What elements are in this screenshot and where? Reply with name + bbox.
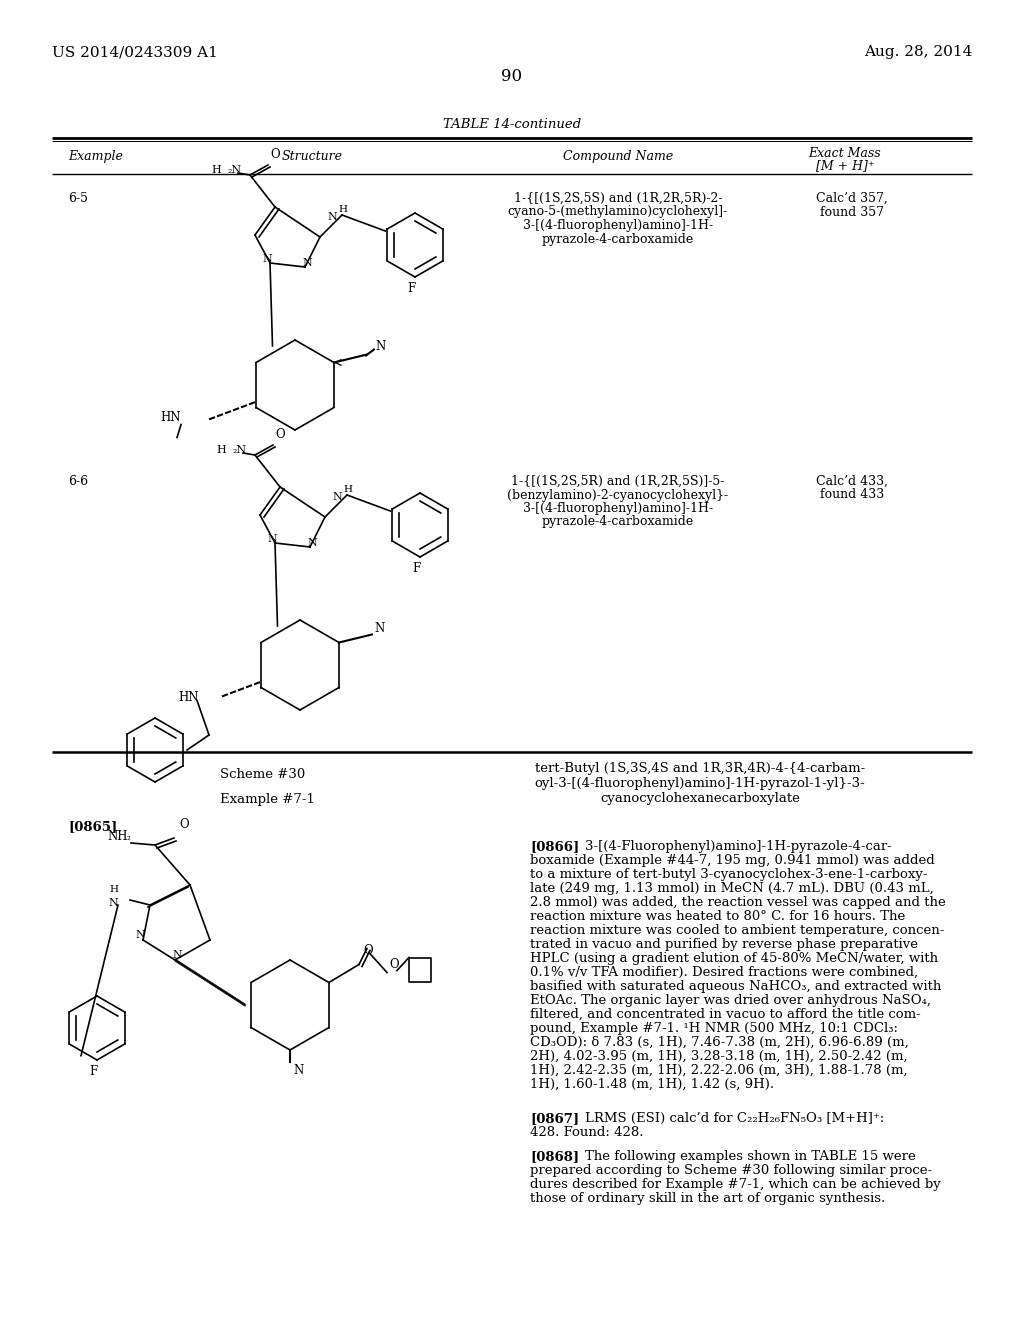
Text: N: N [262,253,272,264]
Text: cyanocyclohexanecarboxylate: cyanocyclohexanecarboxylate [600,792,800,805]
Text: 2H), 4.02-3.95 (m, 1H), 3.28-3.18 (m, 1H), 2.50-2.42 (m,: 2H), 4.02-3.95 (m, 1H), 3.28-3.18 (m, 1H… [530,1049,907,1063]
Text: reaction mixture was heated to 80° C. for 16 hours. The: reaction mixture was heated to 80° C. fo… [530,909,905,923]
Text: N: N [172,950,182,960]
Text: boxamide (Example #44-7, 195 mg, 0.941 mmol) was added: boxamide (Example #44-7, 195 mg, 0.941 m… [530,854,935,867]
Text: basified with saturated aqueous NaHCO₃, and extracted with: basified with saturated aqueous NaHCO₃, … [530,979,941,993]
Text: EtOAc. The organic layer was dried over anhydrous NaSO₄,: EtOAc. The organic layer was dried over … [530,994,931,1007]
Text: pyrazole-4-carboxamide: pyrazole-4-carboxamide [542,516,694,528]
Text: 6-5: 6-5 [68,191,88,205]
Text: 428. Found: 428.: 428. Found: 428. [530,1126,643,1139]
Text: 1-{[(1S,2S,5S) and (1R,2R,5R)-2-: 1-{[(1S,2S,5S) and (1R,2R,5R)-2- [514,191,722,205]
Text: TABLE 14-continued: TABLE 14-continued [442,117,582,131]
Text: Calc’d 357,: Calc’d 357, [816,191,888,205]
Text: Aug. 28, 2014: Aug. 28, 2014 [863,45,972,59]
Text: [0867]: [0867] [530,1111,580,1125]
Text: filtered, and concentrated in vacuo to afford the title com-: filtered, and concentrated in vacuo to a… [530,1008,921,1020]
Text: those of ordinary skill in the art of organic synthesis.: those of ordinary skill in the art of or… [530,1192,886,1205]
Text: H: H [211,165,221,176]
Text: Structure: Structure [282,150,342,162]
Text: 1H), 1.60-1.48 (m, 1H), 1.42 (s, 9H).: 1H), 1.60-1.48 (m, 1H), 1.42 (s, 9H). [530,1078,774,1092]
Text: HPLC (using a gradient elution of 45-80% MeCN/water, with: HPLC (using a gradient elution of 45-80%… [530,952,938,965]
Text: The following examples shown in TABLE 15 were: The following examples shown in TABLE 15… [585,1150,915,1163]
Text: O: O [389,958,398,972]
Text: ₂N: ₂N [228,165,242,176]
Text: HN: HN [161,411,181,424]
Text: NH: NH [106,830,128,843]
Text: oyl-3-[(4-fluorophenyl)amino]-1H-pyrazol-1-yl}-3-: oyl-3-[(4-fluorophenyl)amino]-1H-pyrazol… [535,777,865,789]
Text: N: N [332,492,342,502]
Text: tert-Butyl (1S,3S,4S and 1R,3R,4R)-4-{4-carbam-: tert-Butyl (1S,3S,4S and 1R,3R,4R)-4-{4-… [535,762,865,775]
Text: 1H), 2.42-2.35 (m, 1H), 2.22-2.06 (m, 3H), 1.88-1.78 (m,: 1H), 2.42-2.35 (m, 1H), 2.22-2.06 (m, 3H… [530,1064,907,1077]
Text: N: N [109,898,118,908]
Text: [0866]: [0866] [530,840,580,853]
Text: N: N [307,539,316,548]
Text: cyano-5-(methylamino)cyclohexyl]-: cyano-5-(methylamino)cyclohexyl]- [508,206,728,219]
Text: (benzylamino)-2-cyanocyclohexyl}-: (benzylamino)-2-cyanocyclohexyl}- [507,488,729,502]
Text: H: H [216,445,226,455]
Text: prepared according to Scheme #30 following similar proce-: prepared according to Scheme #30 followi… [530,1164,932,1177]
Text: 3-[(4-Fluorophenyl)amino]-1H-pyrazole-4-car-: 3-[(4-Fluorophenyl)amino]-1H-pyrazole-4-… [585,840,892,853]
Text: 3-[(4-fluorophenyl)amino]-1H-: 3-[(4-fluorophenyl)amino]-1H- [523,219,713,232]
Text: [M + H]⁺: [M + H]⁺ [816,158,874,172]
Text: N: N [135,931,144,940]
Text: O: O [179,818,188,832]
Text: US 2014/0243309 A1: US 2014/0243309 A1 [52,45,218,59]
Text: 90: 90 [502,69,522,84]
Text: 6-6: 6-6 [68,475,88,488]
Text: F: F [89,1065,97,1078]
Text: LRMS (ESI) calc’d for C₂₂H₂₆FN₅O₃ [M+H]⁺:: LRMS (ESI) calc’d for C₂₂H₂₆FN₅O₃ [M+H]⁺… [585,1111,885,1125]
Text: O: O [275,429,285,441]
Text: HN: HN [178,690,199,704]
Text: H: H [339,205,347,214]
Text: ₂: ₂ [127,833,131,842]
Text: trated in vacuo and purified by reverse phase preparative: trated in vacuo and purified by reverse … [530,939,918,950]
Text: CD₃OD): δ 7.83 (s, 1H), 7.46-7.38 (m, 2H), 6.96-6.89 (m,: CD₃OD): δ 7.83 (s, 1H), 7.46-7.38 (m, 2H… [530,1036,908,1049]
Text: Exact Mass: Exact Mass [809,147,882,160]
Text: N: N [302,257,312,268]
Text: dures described for Example #7-1, which can be achieved by: dures described for Example #7-1, which … [530,1177,941,1191]
Text: late (249 mg, 1.13 mmol) in MeCN (4.7 mL). DBU (0.43 mL,: late (249 mg, 1.13 mmol) in MeCN (4.7 mL… [530,882,934,895]
Text: F: F [407,282,415,294]
Text: to a mixture of tert-butyl 3-cyanocyclohex-3-ene-1-carboxy-: to a mixture of tert-butyl 3-cyanocycloh… [530,869,928,880]
Text: Compound Name: Compound Name [563,150,673,162]
Text: 0.1% v/v TFA modifier). Desired fractions were combined,: 0.1% v/v TFA modifier). Desired fraction… [530,966,919,979]
Text: 1-{[(1S,2S,5R) and (1R,2R,5S)]-5-: 1-{[(1S,2S,5R) and (1R,2R,5S)]-5- [511,475,725,488]
Text: Scheme #30: Scheme #30 [220,768,305,781]
Text: pound, Example #7-1. ¹H NMR (500 MHz, 10:1 CDCl₃:: pound, Example #7-1. ¹H NMR (500 MHz, 10… [530,1022,898,1035]
Text: [0868]: [0868] [530,1150,580,1163]
Text: N: N [327,213,337,222]
Text: N: N [375,341,385,352]
Text: H: H [343,484,352,494]
Text: 3-[(4-fluorophenyl)amino]-1H-: 3-[(4-fluorophenyl)amino]-1H- [523,502,713,515]
Text: found 357: found 357 [820,206,884,219]
Text: found 433: found 433 [820,488,884,502]
Text: H: H [109,886,118,895]
Text: O: O [362,944,373,957]
Text: N: N [293,1064,303,1077]
Text: ₂N: ₂N [233,445,247,455]
Text: reaction mixture was cooled to ambient temperature, concen-: reaction mixture was cooled to ambient t… [530,924,944,937]
Text: pyrazole-4-carboxamide: pyrazole-4-carboxamide [542,232,694,246]
Text: N: N [267,535,276,544]
Text: [0865]: [0865] [68,820,118,833]
Text: Example #7-1: Example #7-1 [220,793,314,807]
Text: F: F [412,562,420,576]
Text: Example: Example [68,150,123,162]
Text: O: O [270,149,280,161]
Text: Calc’d 433,: Calc’d 433, [816,475,888,488]
Text: N: N [374,622,384,635]
Text: 2.8 mmol) was added, the reaction vessel was capped and the: 2.8 mmol) was added, the reaction vessel… [530,896,946,909]
